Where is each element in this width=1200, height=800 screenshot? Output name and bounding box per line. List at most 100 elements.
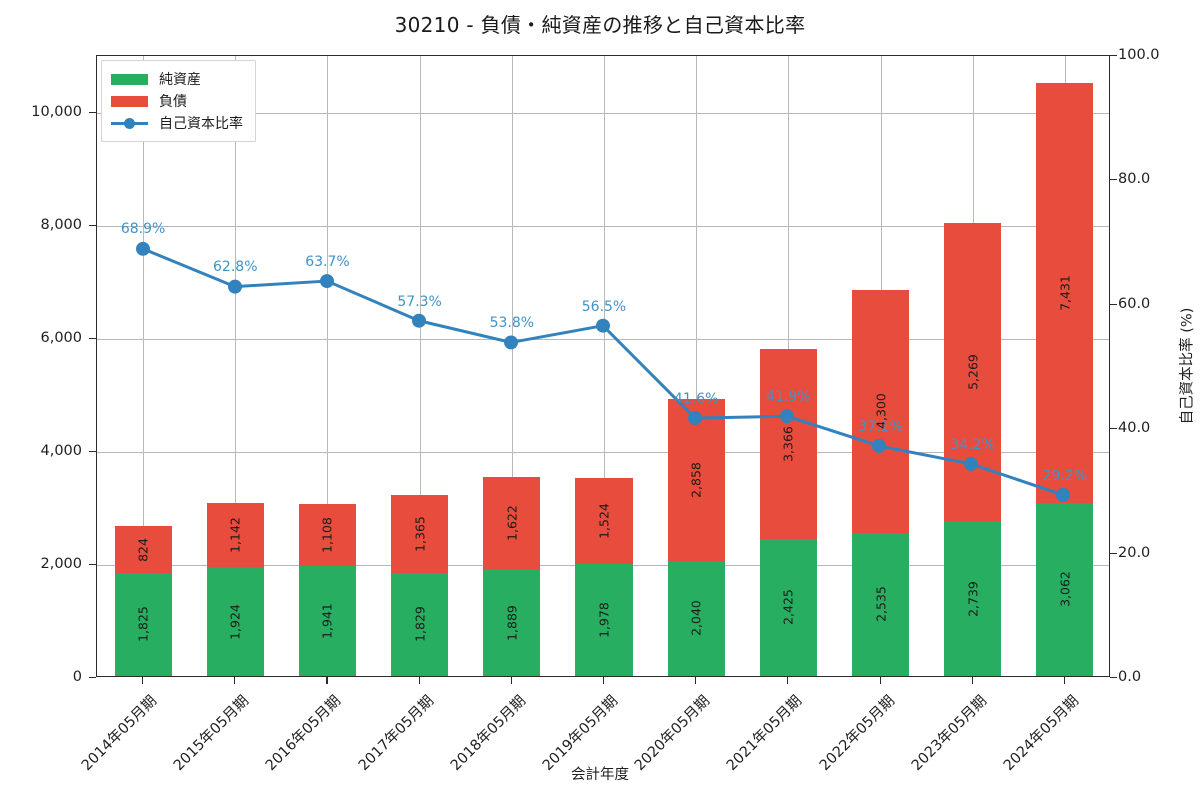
- bar-segment-liability[interactable]: 1,142: [206, 502, 264, 568]
- ratio-value-label: 63.7%: [305, 253, 350, 270]
- y-axis-tick-right: 60.0: [1118, 295, 1151, 312]
- bar-segment-liability[interactable]: 1,108: [298, 503, 357, 567]
- bar-segment-liability[interactable]: 1,622: [483, 477, 541, 570]
- bar-segment-equity[interactable]: 1,829: [391, 572, 449, 676]
- x-axis-tickmark: [418, 677, 420, 684]
- bar-value-label-equity: 1,825: [135, 606, 151, 643]
- bar-value-label-equity: 1,924: [227, 603, 243, 640]
- bar-value-label-liability: 1,524: [596, 503, 612, 539]
- y-axis-tick-left: 6,000: [40, 329, 82, 346]
- y-axis-tick-right: 20.0: [1118, 544, 1151, 561]
- bar-group[interactable]: 1,829 1,365: [391, 495, 449, 676]
- chart-legend: 純資産負債自己資本比率: [101, 60, 256, 142]
- ratio-value-label: 37.1%: [858, 419, 903, 436]
- y-axis-tickmark-left: [89, 450, 96, 452]
- x-axis-tickmark: [142, 677, 144, 684]
- bar-value-label-liability: 1,142: [227, 517, 243, 553]
- bar-segment-equity[interactable]: 1,978: [575, 564, 633, 676]
- x-axis-tickmark: [695, 677, 697, 684]
- bar-value-label-liability: 1,365: [412, 516, 428, 552]
- ratio-line-path: [141, 247, 1065, 497]
- bar-segment-equity[interactable]: 3,062: [1036, 502, 1094, 676]
- bar-segment-equity[interactable]: 2,535: [851, 532, 910, 676]
- legend-item[interactable]: 自己資本比率: [111, 112, 243, 134]
- gridline-horizontal: [97, 112, 1109, 114]
- bar-group[interactable]: 2,040 2,858: [667, 399, 725, 676]
- x-axis-tickmark: [971, 677, 973, 684]
- y-axis-tickmark-right: [1110, 677, 1117, 679]
- plot-area: 1,825 824 1,924 1,142 1,941 1,108 1,829 1,365 1,…: [96, 55, 1110, 677]
- x-axis-tickmark: [234, 677, 236, 684]
- bar-value-label-equity: 1,978: [596, 602, 612, 638]
- bar-value-label-liability: 5,269: [965, 354, 981, 391]
- y-axis-tickmark-right: [1110, 303, 1117, 305]
- y-axis-tickmark-left: [89, 111, 96, 113]
- y-axis-tick-right: 80.0: [1118, 171, 1151, 188]
- y-axis-tickmark-left: [89, 563, 96, 565]
- bar-segment-equity[interactable]: 1,889: [483, 569, 541, 676]
- x-axis-tickmark: [603, 677, 605, 684]
- bar-value-label-equity: 2,425: [780, 589, 796, 626]
- y-axis-tickmark-left: [89, 337, 96, 339]
- y-axis-tick-right: 0.0: [1118, 669, 1142, 685]
- bar-value-label-liability: 1,108: [319, 517, 335, 553]
- ratio-value-label: 29.2%: [1042, 468, 1088, 485]
- bar-segment-liability[interactable]: 1,524: [575, 477, 633, 565]
- bar-value-label-equity: 2,739: [965, 580, 981, 617]
- bar-group[interactable]: 1,941 1,108: [298, 503, 357, 676]
- x-axis-label: 会計年度: [571, 767, 629, 783]
- bar-segment-equity[interactable]: 1,825: [114, 572, 172, 676]
- y-axis-tick-right: 40.0: [1118, 420, 1151, 437]
- y-axis-tickmark-right: [1110, 428, 1117, 430]
- bar-segment-equity[interactable]: 1,941: [298, 566, 357, 676]
- bar-value-label-equity: 1,829: [412, 606, 428, 643]
- bar-segment-liability[interactable]: 4,300: [851, 289, 910, 533]
- bar-value-label-liability: 824: [135, 537, 151, 562]
- bar-group[interactable]: 1,978 1,524: [575, 477, 633, 676]
- bar-segment-liability[interactable]: 824: [114, 526, 172, 573]
- bar-segment-liability[interactable]: 7,431: [1036, 82, 1094, 503]
- bar-segment-liability[interactable]: 2,858: [667, 399, 725, 561]
- ratio-value-label: 56.5%: [581, 298, 627, 315]
- bar-group[interactable]: 2,535 4,300: [851, 289, 910, 676]
- legend-item[interactable]: 純資産: [111, 68, 243, 90]
- bar-group[interactable]: 1,889 1,622: [483, 477, 541, 676]
- bar-group[interactable]: 3,062 7,431: [1036, 82, 1094, 676]
- y-axis-tick-left: 10,000: [31, 103, 82, 120]
- ratio-data-point[interactable]: [596, 318, 610, 333]
- bar-value-label-equity: 3,062: [1057, 571, 1073, 608]
- legend-item-label: 純資産: [159, 72, 201, 88]
- legend-line-marker: [111, 117, 148, 129]
- x-axis-tickmark: [510, 677, 512, 684]
- bar-value-label-liability: 3,366: [780, 425, 796, 462]
- bar-value-label-liability: 1,622: [504, 505, 520, 542]
- gridline-horizontal: [97, 225, 1109, 227]
- bar-group[interactable]: 1,924 1,142: [206, 502, 264, 676]
- bar-segment-equity[interactable]: 2,739: [944, 521, 1002, 676]
- bar-value-label-equity: 2,535: [873, 586, 889, 623]
- bar-segment-equity[interactable]: 2,425: [759, 538, 817, 676]
- y-axis-tick-left: 4,000: [40, 442, 82, 459]
- y-axis-tickmark-left: [89, 677, 96, 679]
- y-axis-tickmark-right: [1110, 55, 1117, 57]
- x-axis-tickmark: [787, 677, 789, 684]
- bar-value-label-equity: 2,040: [688, 600, 704, 637]
- chart-title: 30210 - 負債・純資産の推移と自己資本比率: [394, 13, 806, 37]
- y-axis-label-left: 金額（百万円）: [0, 315, 3, 417]
- legend-item-label: 自己資本比率: [159, 116, 243, 132]
- ratio-value-label: 41.6%: [673, 391, 719, 408]
- bar-group[interactable]: 1,825 824: [114, 526, 172, 676]
- bar-segment-equity[interactable]: 2,040: [667, 560, 725, 676]
- legend-item[interactable]: 負債: [111, 90, 243, 112]
- bar-segment-equity[interactable]: 1,924: [206, 567, 264, 676]
- bar-segment-liability[interactable]: 1,365: [391, 495, 449, 573]
- bar-segment-liability[interactable]: 5,269: [944, 223, 1002, 522]
- bar-segment-liability[interactable]: 3,366: [759, 348, 817, 539]
- bar-value-label-equity: 1,889: [504, 604, 520, 641]
- y-axis-label-right: 自己資本比率 (%): [1179, 307, 1196, 425]
- x-axis-tickmark: [1063, 677, 1065, 684]
- y-axis-tickmark-left: [89, 224, 96, 226]
- x-axis-tickmark: [326, 677, 328, 684]
- y-axis-tickmark-right: [1110, 552, 1117, 554]
